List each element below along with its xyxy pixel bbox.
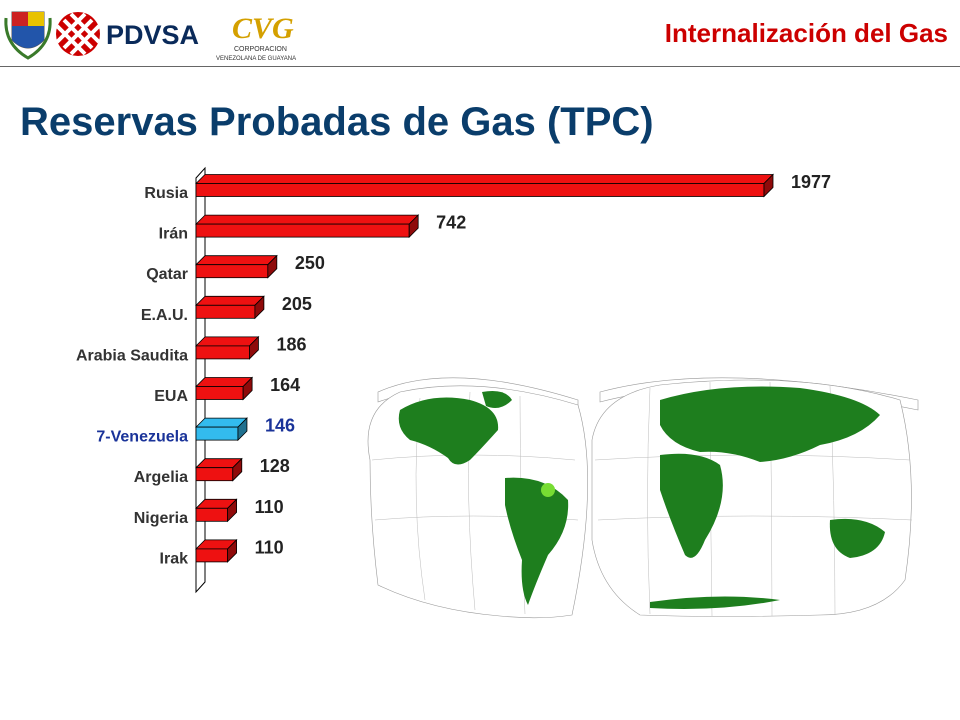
bar-6 <box>195 417 248 442</box>
bar-side <box>242 376 253 401</box>
category-label-1: Irán <box>159 226 188 243</box>
bar-8 <box>195 498 238 523</box>
bar-top <box>195 336 260 347</box>
gas-reserves-chart: Rusia 1977 Irán 742 Qatar 250 E.A.U. 205 Arabia … <box>76 166 919 619</box>
bar-front <box>195 345 250 360</box>
category-label-8: Nigeria <box>134 510 188 527</box>
bar-top <box>195 255 278 266</box>
data-label-0: 1977 <box>791 172 831 192</box>
cvg-logo-text: CVG <box>232 12 294 45</box>
bar-front <box>195 264 269 279</box>
category-label-6: 7-Venezuela <box>96 429 188 446</box>
north-america-shape <box>398 397 499 465</box>
slide-header: PDVSA CVG CORPORACION VENEZOLANA DE GUAY… <box>0 0 960 68</box>
bar-side <box>763 173 774 198</box>
south-america-shape <box>505 477 569 605</box>
pdvsa-wordmark: PDVSA <box>106 20 199 50</box>
pdvsa-logo-icon <box>55 12 101 56</box>
section-title: Internalización del Gas <box>664 18 948 48</box>
bar-top <box>195 214 420 225</box>
data-label-9: 110 <box>255 537 284 557</box>
bar-side <box>249 335 259 360</box>
category-label-4: Arabia Saudita <box>76 347 188 364</box>
data-label-4: 186 <box>276 334 306 354</box>
africa-shape <box>660 453 723 558</box>
category-label-9: Irak <box>160 550 189 567</box>
data-label-6: 146 <box>265 416 295 436</box>
header-divider <box>0 66 960 67</box>
bar-top <box>195 295 265 306</box>
bar-side <box>254 295 265 320</box>
bar-side <box>408 214 419 239</box>
bar-front <box>195 223 410 238</box>
bar-front <box>195 183 765 197</box>
bar-top <box>195 174 774 184</box>
eurasia-shape <box>660 386 880 462</box>
bar-series: Rusia 1977 Irán 742 Qatar 250 E.A.U. 205 Arabia … <box>76 166 831 594</box>
cvg-caption-2: VENEZOLANA DE GUAYANA <box>216 56 296 62</box>
bar-front <box>195 467 234 482</box>
bar-9 <box>195 538 238 563</box>
bar-4 <box>195 335 260 360</box>
bar-side <box>227 498 238 523</box>
bar-0 <box>195 173 774 198</box>
bar-7 <box>195 457 243 482</box>
bar-front <box>195 426 239 441</box>
bar-top <box>195 377 254 387</box>
bar-side <box>232 457 243 482</box>
data-label-3: 205 <box>282 294 312 314</box>
category-label-0: Rusia <box>144 185 188 202</box>
bar-side <box>227 538 238 563</box>
bar-front <box>195 507 229 522</box>
bar-front <box>195 304 256 319</box>
data-label-5: 164 <box>270 375 300 395</box>
greenland-shape <box>482 391 512 408</box>
data-label-2: 250 <box>295 253 325 273</box>
bar-2 <box>195 254 278 279</box>
cvg-logo: CVG CORPORACION VENEZOLANA DE GUAYANA <box>216 12 296 62</box>
bar-3 <box>195 295 265 320</box>
data-label-7: 128 <box>260 456 290 476</box>
slide-title: Reservas Probadas de Gas (TPC) <box>20 100 654 144</box>
map-continents <box>398 386 885 609</box>
data-label-8: 110 <box>255 497 284 517</box>
logo-strip: PDVSA CVG CORPORACION VENEZOLANA DE GUAY… <box>4 11 296 62</box>
venezuela-marker <box>541 483 555 497</box>
venezuela-coat-of-arms-icon <box>4 11 52 60</box>
data-label-1: 742 <box>436 213 466 233</box>
category-label-5: EUA <box>154 388 188 405</box>
category-label-3: E.A.U. <box>141 307 188 324</box>
bar-front <box>195 386 244 400</box>
bar-front <box>195 548 229 563</box>
antarctica-shape <box>650 596 780 609</box>
cvg-caption-1: CORPORACION <box>234 46 287 53</box>
bar-5 <box>195 376 254 401</box>
bar-1 <box>195 214 420 239</box>
bar-side <box>237 417 248 442</box>
category-label-7: Argelia <box>134 469 188 486</box>
category-label-2: Qatar <box>146 266 188 283</box>
world-map <box>367 377 919 619</box>
australia-shape <box>829 518 885 558</box>
bar-side <box>267 254 278 279</box>
